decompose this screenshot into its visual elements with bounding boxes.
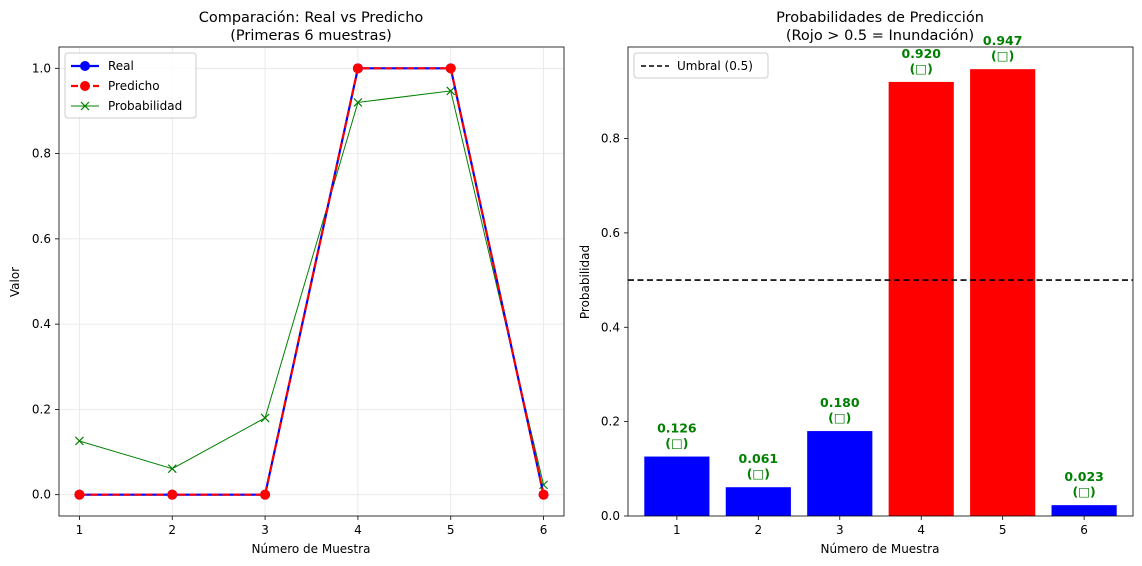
bar-icon-label-6: (□): [1073, 484, 1096, 499]
chart1-xtick-label: 5: [447, 523, 455, 537]
bar-value-label-3: 0.180: [820, 395, 860, 410]
bar-icon-label-3: (□): [828, 410, 851, 425]
chart2-ytick-label: 0.6: [601, 226, 620, 240]
chart1-xtick-label: 1: [76, 523, 84, 537]
legend-label-predicho: Predicho: [108, 79, 160, 93]
legend-marker-predicho: [80, 81, 90, 91]
bar-value-label-6: 0.023: [1064, 469, 1104, 484]
point-predicho-6: [538, 489, 549, 500]
point-predicho-3: [260, 489, 271, 500]
chart1-ytick-label: 1.0: [32, 61, 51, 75]
point-predicho-4: [352, 63, 363, 74]
point-predicho-5: [445, 63, 456, 74]
bar-value-label-1: 0.126: [657, 421, 697, 436]
chart1-xtick-label: 3: [261, 523, 269, 537]
bar-icon-label-1: (□): [665, 436, 688, 451]
bar-3: [807, 431, 873, 516]
chart-real-vs-predicho: Comparación: Real vs Predicho (Primeras …: [8, 10, 565, 556]
chart1-legend-items: Real Predicho Probabilidad: [71, 59, 182, 113]
chart1-ylabel: Valor: [8, 267, 22, 297]
chart2-title: Probabilidades de Predicción: [776, 10, 984, 26]
point-probabilidad-3: [260, 413, 270, 423]
chart2-xlabel: Número de Muestra: [821, 542, 940, 556]
chart1-subtitle: (Primeras 6 muestras): [230, 28, 392, 44]
chart2-legend-box: [633, 52, 769, 79]
chart1-ytick-label: 0.8: [32, 147, 51, 161]
bar-6: [1051, 505, 1117, 516]
bar-icon-label-5: (□): [991, 48, 1014, 63]
series-line-probabilidad: [79, 90, 545, 485]
bar-value-label-4: 0.920: [901, 46, 941, 61]
bar-1: [644, 456, 710, 516]
legend-label-real: Real: [108, 59, 134, 73]
chart1-ytick-label: 0.4: [32, 317, 51, 331]
chart1-title: Comparación: Real vs Predicho: [199, 10, 424, 26]
chart2-xtick-label: 5: [999, 523, 1007, 537]
chart2-ytick-label: 0.2: [601, 415, 620, 429]
chart1-ytick-label: 0.2: [32, 402, 51, 416]
chart1-xtick-label: 4: [354, 523, 362, 537]
chart2-xtick-label: 4: [917, 523, 925, 537]
point-probabilidad-1: [74, 436, 84, 446]
bar-value-label-5: 0.947: [983, 33, 1023, 48]
chart1-ytick-label: 0.6: [32, 232, 51, 246]
chart2-ylabel: Probabilidad: [578, 245, 592, 319]
bar-value-label-2: 0.061: [739, 451, 779, 466]
series-line-predicho: [79, 67, 545, 496]
chart2-legend: Umbral (0.5): [633, 52, 769, 79]
chart2-ytick-label: 0.4: [601, 320, 620, 334]
point-predicho-1: [74, 489, 85, 500]
point-probabilidad-4: [353, 98, 363, 107]
chart1-legend-box: [64, 52, 197, 119]
chart2-ticks: 1 2 3 4 5 6 0.0 0.2 0.4 0.6 0.8: [601, 132, 1088, 537]
chart2-xtick-label: 3: [836, 523, 844, 537]
legend-marker-probabilidad: [80, 101, 90, 111]
chart-probabilidades: Probabilidades de Predicción (Rojo > 0.5…: [578, 10, 1134, 556]
legend-marker-real: [80, 61, 90, 71]
chart1-xtick-label: 6: [540, 523, 548, 537]
chart1-legend: Real Predicho Probabilidad: [64, 52, 197, 119]
chart2-plot-area: 0.126(□)0.061(□)0.180(□)0.920(□)0.947(□)…: [628, 33, 1133, 516]
bar-4: [888, 81, 954, 516]
chart2-subtitle: (Rojo > 0.5 = Inundación): [786, 28, 974, 44]
chart1-ytick-label: 0.0: [32, 488, 51, 502]
series-line-real: [79, 67, 545, 496]
legend-label-probabilidad: Probabilidad: [108, 99, 182, 113]
chart1-plot-area: [74, 63, 549, 500]
point-probabilidad-5: [446, 86, 456, 96]
chart2-ytick-label: 0.8: [601, 132, 620, 146]
point-probabilidad-2: [167, 464, 177, 474]
bar-icon-label-4: (□): [910, 61, 933, 76]
chart2-frame: [627, 46, 1134, 517]
chart2-legend-threshold-label: Umbral (0.5): [677, 59, 753, 73]
chart2-xtick-label: 1: [673, 523, 681, 537]
chart1-xlabel: Número de Muestra: [252, 542, 371, 556]
chart1-ticks: 1 2 3 4 5 6 0.0 0.2 0.4 0.6 0.8 1.0: [32, 61, 547, 537]
bar-icon-label-2: (□): [747, 466, 770, 481]
chart1-frame: [58, 46, 565, 517]
chart2-ytick-label: 0.0: [601, 509, 620, 523]
bar-5: [970, 69, 1036, 516]
chart2-xtick-label: 2: [755, 523, 763, 537]
chart1-xtick-label: 2: [168, 523, 176, 537]
chart2-xtick-label: 6: [1080, 523, 1088, 537]
bar-2: [725, 487, 791, 516]
point-predicho-2: [167, 489, 178, 500]
